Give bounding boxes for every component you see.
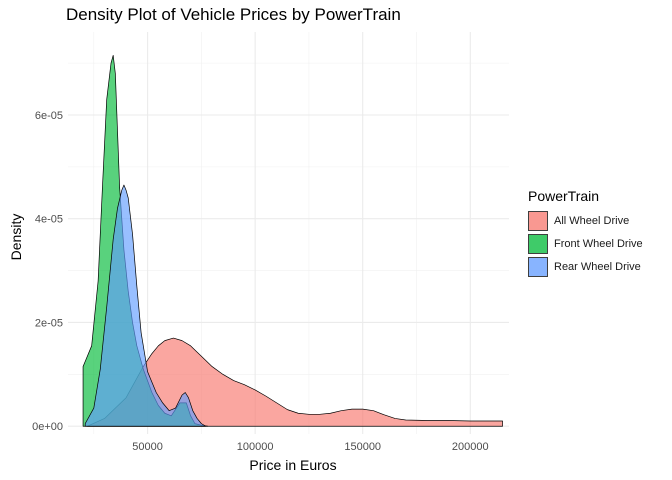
chart-title: Density Plot of Vehicle Prices by PowerT…: [66, 5, 401, 24]
x-tick-label: 50000: [132, 441, 163, 453]
legend-label: Rear Wheel Drive: [554, 260, 641, 273]
x-tick-label: 200000: [452, 441, 489, 453]
legend-item-rear-wheel-drive: Rear Wheel Drive: [528, 255, 643, 278]
legend-label: Front Wheel Drive: [554, 237, 643, 250]
x-tick-label: 150000: [344, 441, 381, 453]
legend: PowerTrain All Wheel Drive Front Wheel D…: [528, 188, 643, 278]
density-area-all-wheel-drive: [87, 337, 503, 427]
y-axis-title: Density: [8, 213, 24, 261]
y-tick-label: 4e-05: [35, 214, 63, 226]
y-tick-label: 6e-05: [35, 110, 63, 122]
x-tick-label: 100000: [237, 441, 274, 453]
legend-key-front-wheel-drive: [528, 233, 548, 254]
legend-item-front-wheel-drive: Front Wheel Drive: [528, 232, 643, 255]
y-tick-label: 2e-05: [35, 317, 63, 329]
legend-item-all-wheel-drive: All Wheel Drive: [528, 209, 643, 232]
legend-title: PowerTrain: [528, 188, 600, 204]
x-axis-title: Price in Euros: [249, 457, 337, 473]
legend-key-all-wheel-drive: [528, 210, 548, 231]
legend-key-rear-wheel-drive: [528, 256, 548, 277]
y-tick-label: 0e+00: [32, 421, 63, 433]
density-area-rear-wheel-drive: [84, 184, 207, 427]
legend-label: All Wheel Drive: [554, 214, 630, 227]
